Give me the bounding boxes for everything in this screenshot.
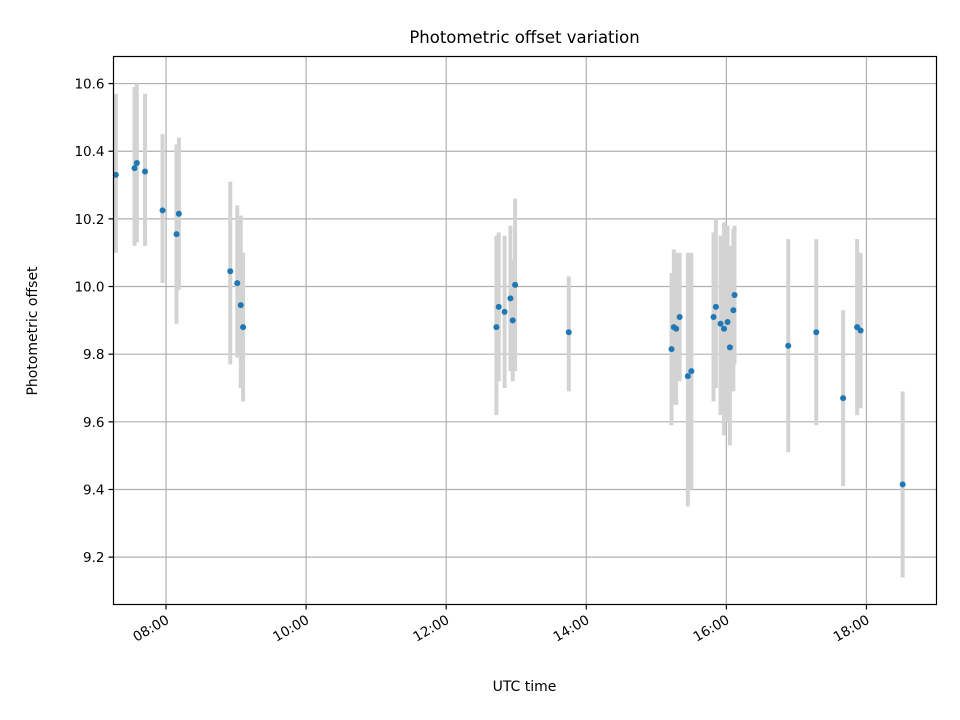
- data-point: [175, 210, 182, 217]
- chart-title: Photometric offset variation: [409, 28, 639, 47]
- data-point: [501, 308, 508, 315]
- data-point: [668, 346, 675, 353]
- data-point: [565, 329, 572, 336]
- data-point: [227, 268, 234, 275]
- data-point: [840, 395, 847, 402]
- grid-layer: [113, 56, 937, 605]
- data-point: [785, 342, 792, 349]
- plot-frame: [112, 55, 938, 606]
- data-point: [142, 168, 149, 175]
- data-point: [237, 302, 244, 309]
- data-point: [721, 325, 728, 332]
- data-point: [684, 373, 691, 380]
- data-point: [112, 171, 119, 178]
- data-point: [731, 291, 738, 298]
- data-point: [133, 160, 140, 167]
- data-point: [673, 325, 680, 332]
- data-point: [710, 313, 717, 320]
- y-tick-label: 10.2: [74, 212, 104, 228]
- data-point: [813, 329, 820, 336]
- data-point: [493, 324, 500, 331]
- data-point: [507, 295, 514, 302]
- data-point: [509, 317, 516, 324]
- data-point: [857, 327, 864, 334]
- data-point: [240, 324, 247, 331]
- data-point: [512, 281, 519, 288]
- y-tick-label: 9.2: [83, 550, 104, 566]
- data-point: [495, 303, 502, 310]
- point-layer: [112, 160, 906, 488]
- y-tick-label: 10.4: [74, 144, 104, 160]
- y-axis-ticks: 9.2 9.4 9.6 9.8 10.0 10.2 10.4 10.6: [74, 77, 114, 566]
- data-point: [730, 307, 737, 314]
- y-tick-label: 9.6: [83, 415, 104, 431]
- data-point: [173, 231, 180, 238]
- data-point: [131, 165, 138, 172]
- data-point: [726, 344, 733, 351]
- y-tick-label: 10.6: [74, 77, 104, 93]
- y-tick-label: 9.8: [83, 347, 104, 363]
- data-point: [712, 303, 719, 310]
- data-point: [724, 319, 731, 326]
- y-tick-label: 9.4: [83, 482, 104, 498]
- data-point: [159, 207, 166, 214]
- x-axis-label: UTC time: [493, 679, 557, 695]
- y-tick-label: 10.0: [74, 280, 104, 296]
- data-point: [688, 368, 695, 375]
- data-point: [717, 320, 724, 327]
- data-point: [676, 313, 683, 320]
- data-point: [899, 481, 906, 488]
- y-axis-label: Photometric offset: [25, 266, 41, 396]
- data-point: [234, 280, 241, 287]
